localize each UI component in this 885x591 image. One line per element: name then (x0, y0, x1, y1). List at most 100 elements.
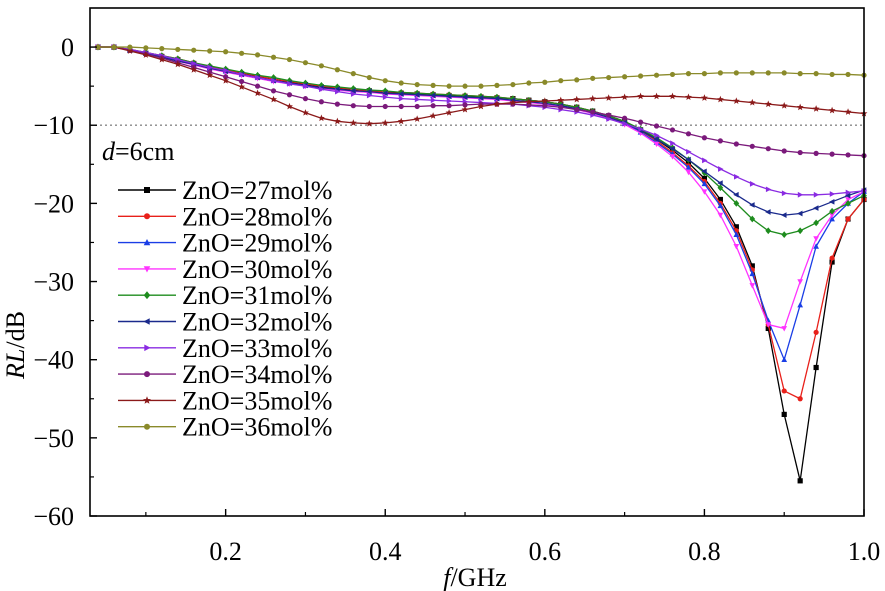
data-point (239, 50, 245, 56)
data-point (144, 344, 151, 352)
data-point (255, 74, 261, 81)
data-point (765, 209, 771, 215)
data-point (653, 72, 660, 78)
data-point (653, 92, 660, 100)
data-point (303, 83, 309, 90)
data-point (733, 200, 740, 207)
data-point (702, 157, 708, 164)
data-point (684, 93, 692, 101)
data-point (142, 51, 150, 58)
data-point (844, 192, 851, 199)
data-point (829, 207, 835, 215)
data-point (669, 145, 675, 152)
data-point (143, 266, 151, 273)
data-point (477, 95, 484, 101)
legend-item: ZnO=27mol% (118, 176, 332, 205)
x-tick-label: 0.2 (209, 537, 242, 566)
data-point (813, 219, 819, 227)
data-point (350, 103, 356, 109)
data-point (414, 96, 421, 103)
data-point (589, 95, 597, 102)
data-point (797, 71, 803, 77)
legend-item: ZnO=33mol% (118, 334, 332, 363)
data-point (286, 92, 293, 98)
data-point (525, 98, 533, 105)
data-point (302, 96, 309, 102)
data-point (749, 180, 756, 187)
data-point (317, 114, 325, 122)
data-point (638, 126, 644, 132)
data-point (302, 60, 309, 66)
data-point (796, 103, 804, 111)
data-point (462, 102, 468, 108)
y-tick-label: −20 (33, 189, 74, 218)
legend-item: ZnO=34mol% (118, 360, 332, 389)
data-point (748, 98, 756, 106)
data-point (398, 91, 404, 97)
legend-item: ZnO=35mol% (118, 386, 332, 415)
data-point (829, 191, 836, 197)
data-point (144, 213, 150, 220)
data-point (414, 81, 420, 88)
data-point (446, 83, 452, 89)
y-tick-label: −50 (33, 424, 74, 453)
data-point (478, 83, 484, 89)
data-point (191, 47, 197, 53)
legend-label: ZnO=32mol% (182, 308, 332, 337)
legend-label: ZnO=36mol% (182, 413, 332, 442)
data-point (558, 78, 564, 84)
data-point (653, 136, 659, 143)
data-point (270, 54, 277, 60)
data-point (429, 112, 437, 119)
data-point (716, 95, 724, 103)
data-point (606, 74, 612, 81)
data-point (430, 103, 436, 109)
data-point (813, 243, 819, 249)
data-point (350, 91, 357, 97)
data-point (143, 239, 151, 246)
data-point (829, 259, 835, 265)
data-point (398, 103, 404, 110)
legend-label: ZnO=31mol% (182, 281, 332, 310)
data-point (781, 388, 787, 394)
data-point (574, 77, 580, 83)
data-point (509, 98, 517, 106)
data-point (733, 224, 739, 230)
data-point (781, 356, 788, 363)
data-point (158, 55, 166, 63)
data-point (749, 215, 756, 223)
legend-item: ZnO=36mol% (118, 413, 332, 442)
data-point (191, 60, 197, 67)
data-point (829, 212, 835, 219)
data-point (366, 92, 373, 99)
data-point (749, 263, 755, 269)
data-point (318, 99, 325, 105)
data-point (685, 71, 692, 77)
data-point (398, 80, 404, 86)
data-point (381, 119, 389, 126)
data-point (461, 105, 469, 113)
data-point (701, 180, 708, 187)
data-point (334, 67, 340, 73)
thickness-annotation: d=6cm (102, 137, 174, 166)
series (95, 44, 868, 198)
data-point (238, 83, 246, 90)
data-point (813, 329, 819, 335)
legend-item: ZnO=28mol% (118, 202, 332, 231)
x-axis-unit: /GHz (450, 563, 506, 591)
data-point (717, 184, 724, 192)
data-point (829, 151, 835, 157)
data-point (781, 231, 788, 239)
data-point (829, 71, 835, 78)
data-point (749, 143, 755, 149)
y-tick-label: −10 (33, 111, 74, 140)
y-axis-unit: /dB (1, 311, 30, 349)
data-point (446, 103, 452, 109)
data-point (717, 138, 723, 144)
data-point (765, 325, 771, 332)
data-point (526, 80, 532, 86)
data-point (287, 80, 293, 87)
data-point (335, 88, 341, 95)
data-point (222, 77, 230, 84)
legend-label: ZnO=29mol% (182, 229, 332, 258)
